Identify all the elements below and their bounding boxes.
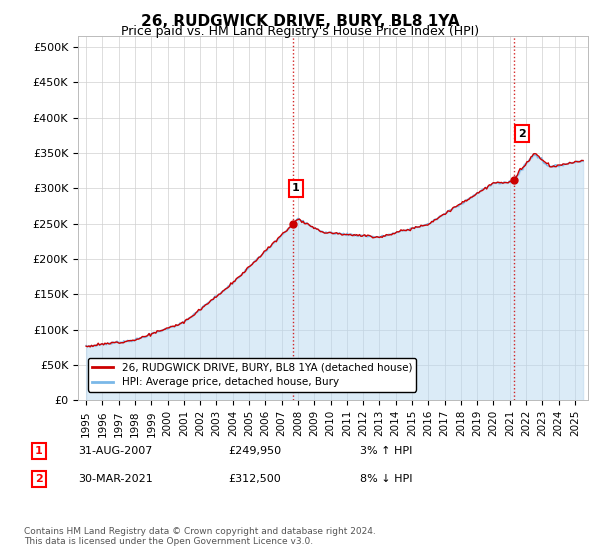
Text: 3% ↑ HPI: 3% ↑ HPI xyxy=(360,446,412,456)
Text: 2: 2 xyxy=(518,129,526,138)
Text: 1: 1 xyxy=(292,183,300,193)
Text: Price paid vs. HM Land Registry's House Price Index (HPI): Price paid vs. HM Land Registry's House … xyxy=(121,25,479,38)
Text: £312,500: £312,500 xyxy=(228,474,281,484)
Text: 1: 1 xyxy=(35,446,43,456)
Text: 8% ↓ HPI: 8% ↓ HPI xyxy=(360,474,413,484)
Text: 26, RUDGWICK DRIVE, BURY, BL8 1YA: 26, RUDGWICK DRIVE, BURY, BL8 1YA xyxy=(140,14,460,29)
Text: 31-AUG-2007: 31-AUG-2007 xyxy=(78,446,152,456)
Text: Contains HM Land Registry data © Crown copyright and database right 2024.
This d: Contains HM Land Registry data © Crown c… xyxy=(24,526,376,546)
Text: £249,950: £249,950 xyxy=(228,446,281,456)
Text: 2: 2 xyxy=(35,474,43,484)
Text: 30-MAR-2021: 30-MAR-2021 xyxy=(78,474,153,484)
Legend: 26, RUDGWICK DRIVE, BURY, BL8 1YA (detached house), HPI: Average price, detached: 26, RUDGWICK DRIVE, BURY, BL8 1YA (detac… xyxy=(88,358,416,391)
